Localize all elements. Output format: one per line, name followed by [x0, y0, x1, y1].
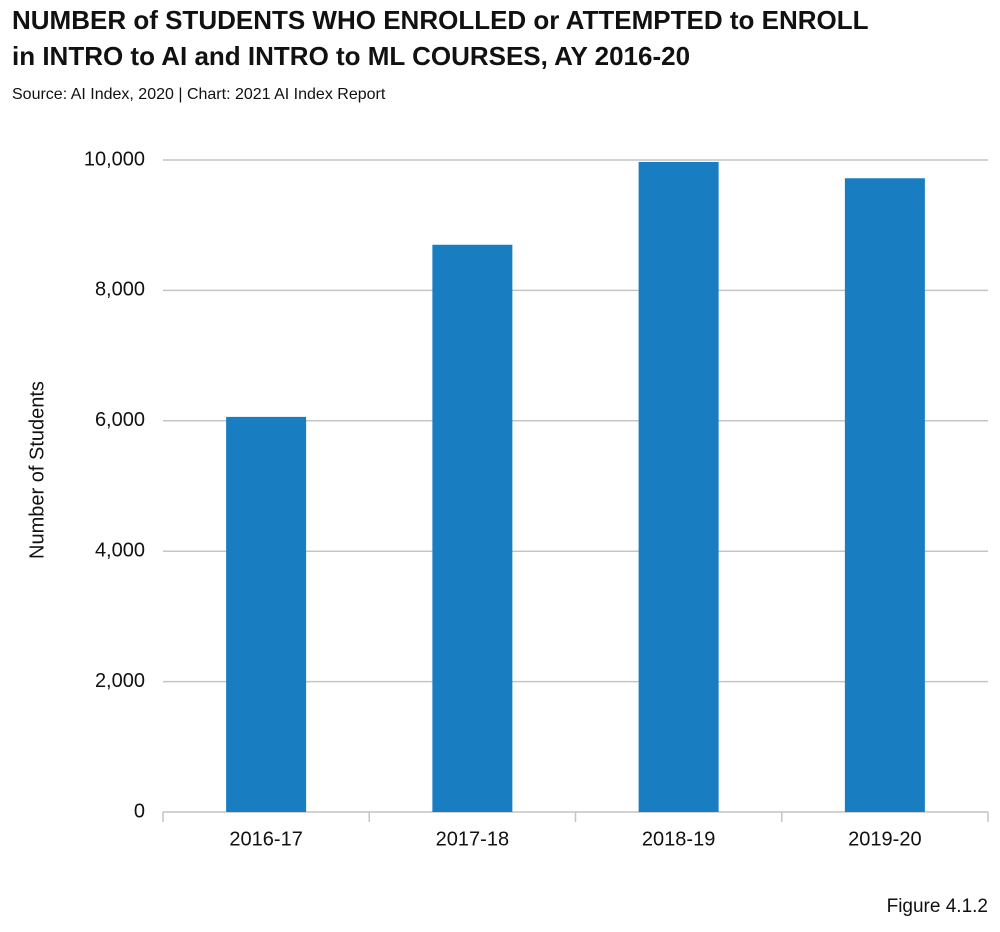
figure-label: Figure 4.1.2	[887, 896, 988, 917]
y-axis-label: Number of Students	[26, 381, 48, 559]
chart-title: in INTRO to AI and INTRO to ML COURSES, …	[12, 41, 690, 71]
y-tick-label: 4,000	[95, 539, 145, 561]
x-tick-label: 2019-20	[848, 828, 921, 850]
bar	[432, 244, 513, 812]
chart-title: NUMBER of STUDENTS WHO ENROLLED or ATTEM…	[12, 5, 869, 35]
y-tick-label: 10,000	[84, 148, 145, 170]
y-tick-label: 0	[134, 800, 145, 822]
source: Source: AI Index, 2020 | Chart: 2021 AI …	[12, 86, 386, 103]
x-tick-label: 2016-17	[229, 828, 302, 850]
y-tick-label: 2,000	[95, 670, 145, 692]
bar	[638, 161, 719, 812]
y-tick-label: 8,000	[95, 279, 145, 301]
y-tick-label: 6,000	[95, 409, 145, 431]
x-tick-label: 2018-19	[642, 828, 715, 850]
bar	[226, 416, 307, 812]
bar	[844, 178, 925, 813]
x-tick-label: 2017-18	[436, 828, 509, 850]
